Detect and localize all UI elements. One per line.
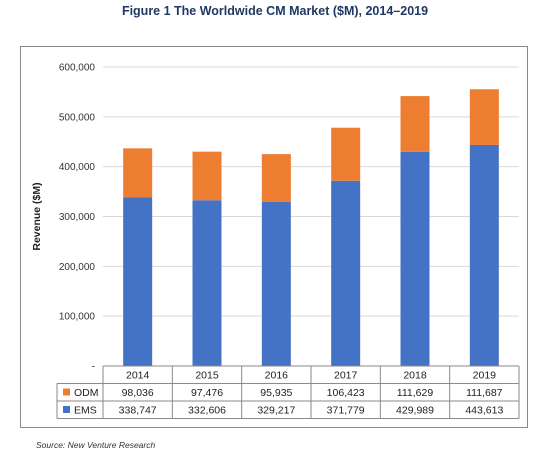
bar-odm-2019 <box>469 89 499 145</box>
y-tick-label: 300,000 <box>59 212 96 223</box>
bar-odm-2017 <box>331 127 361 181</box>
chart-title: Figure 1 The Worldwide CM Market ($M), 2… <box>121 4 429 18</box>
bar-ems-2016 <box>261 201 291 366</box>
data-label-ems: 338,747 <box>119 405 157 417</box>
bar-ems-2014 <box>123 197 153 366</box>
data-label-ems: 443,613 <box>465 405 503 417</box>
data-label-odm: 95,935 <box>260 387 292 399</box>
data-label-odm: 111,629 <box>397 387 434 399</box>
bar-ems-2018 <box>400 151 430 366</box>
x-tick-label: 2017 <box>334 370 358 382</box>
x-tick-label: 2015 <box>195 370 219 382</box>
data-label-ems: 332,606 <box>188 405 226 417</box>
bar-odm-2018 <box>400 96 430 152</box>
bar-ems-2019 <box>469 144 499 366</box>
data-label-ems: 429,989 <box>396 405 434 417</box>
data-label-ems: 371,779 <box>327 405 365 417</box>
data-label-odm: 111,687 <box>466 387 503 399</box>
bar-odm-2016 <box>261 154 291 202</box>
y-axis-title: Revenue ($M) <box>31 182 43 250</box>
x-tick-label: 2018 <box>403 370 427 382</box>
data-label-odm: 97,476 <box>191 387 223 399</box>
legend-key-odm <box>63 388 70 396</box>
x-tick-label: 2019 <box>473 370 497 382</box>
y-tick-label: 200,000 <box>59 262 96 273</box>
y-tick-label: - <box>92 362 95 373</box>
legend-label-ems: EMS <box>74 405 97 417</box>
data-label-odm: 106,423 <box>327 387 365 399</box>
y-tick-label: 600,000 <box>59 63 96 74</box>
source-note: Source: New Venture Research <box>36 440 156 450</box>
y-tick-label: 100,000 <box>59 312 96 323</box>
data-label-ems: 329,217 <box>257 405 295 417</box>
bar-ems-2015 <box>192 200 222 366</box>
legend-key-ems <box>63 406 70 413</box>
legend-label-odm: ODM <box>74 387 99 399</box>
bar-ems-2017 <box>331 180 361 366</box>
y-tick-label: 500,000 <box>59 112 96 123</box>
bar-odm-2015 <box>192 151 222 201</box>
y-tick-label: 400,000 <box>59 162 96 173</box>
x-tick-label: 2014 <box>126 370 150 382</box>
x-tick-label: 2016 <box>265 370 289 382</box>
data-label-odm: 98,036 <box>122 387 154 399</box>
bar-odm-2014 <box>123 148 153 198</box>
